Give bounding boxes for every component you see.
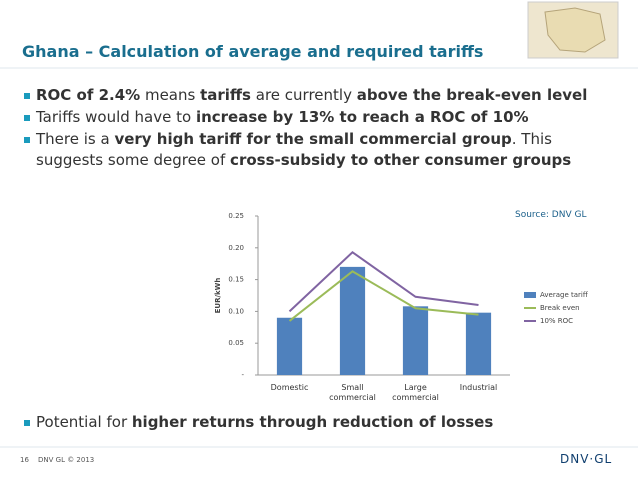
bullet: There is a very high tariff for the smal… <box>22 129 607 171</box>
bullet-list: Potential for higher returns through red… <box>22 412 607 434</box>
y-tick-label: 0.10 <box>228 307 244 315</box>
legend-swatch <box>524 292 536 298</box>
bullet-text: . This suggests some degree of <box>36 130 552 169</box>
bullet-text: There is a <box>36 130 115 148</box>
bullet: Tariffs would have to increase by 13% to… <box>22 107 607 128</box>
x-tick-label: Domestic <box>270 383 309 392</box>
bullet-text: ROC of 2.4% <box>36 86 141 104</box>
bullet-text: cross-subsidy to other consumer groups <box>230 151 572 169</box>
legend-label: 10% ROC <box>540 317 573 325</box>
bullet-text: tariffs <box>200 86 251 104</box>
y-axis-label: EUR/kWh <box>214 278 222 314</box>
bullet-text: higher returns through reduction of loss… <box>131 413 494 431</box>
slide-title: Ghana – Calculation of average and requi… <box>22 42 484 61</box>
y-tick-label: 0.25 <box>228 212 244 220</box>
line-series <box>288 250 479 313</box>
y-tick-label: 0.15 <box>228 276 244 284</box>
y-tick-label: 0.20 <box>228 244 244 252</box>
legend-label: Break even <box>540 304 580 312</box>
legend-label: Average tariff <box>540 291 588 299</box>
map-shape <box>544 7 606 53</box>
bar <box>465 312 492 375</box>
logo: DNV·GL <box>560 452 613 466</box>
source-note: Source: DNV GL <box>515 210 587 220</box>
bullet-text: increase by 13% to reach a ROC of 10% <box>195 108 529 126</box>
y-tick-label: - <box>241 371 244 379</box>
bullet-text: means <box>140 86 201 104</box>
bullet-text: are currently <box>251 86 357 104</box>
bullet: ROC of 2.4% means tariffs are currently … <box>22 85 607 106</box>
x-tick-label: Small commercial <box>329 383 376 402</box>
copyright: DNV GL © 2013 <box>38 456 95 464</box>
x-tick-label: Industrial <box>459 383 498 392</box>
x-tick-label: Large commercial <box>392 383 439 402</box>
bullet-list: ROC of 2.4% means tariffs are currently … <box>22 85 607 172</box>
bar <box>402 306 429 375</box>
bar <box>276 317 303 375</box>
bullet-text: above the break-even level <box>356 86 588 104</box>
y-tick-label: 0.05 <box>228 339 244 347</box>
bullet: Potential for higher returns through red… <box>22 412 607 433</box>
bullet-text: Tariffs would have to <box>36 108 196 126</box>
line-series <box>288 270 479 322</box>
page-number: 16 <box>20 456 29 464</box>
bullet-text: very high tariff for the small commercia… <box>114 130 512 148</box>
bar <box>339 266 366 375</box>
bullet-text: Potential for <box>36 413 132 431</box>
